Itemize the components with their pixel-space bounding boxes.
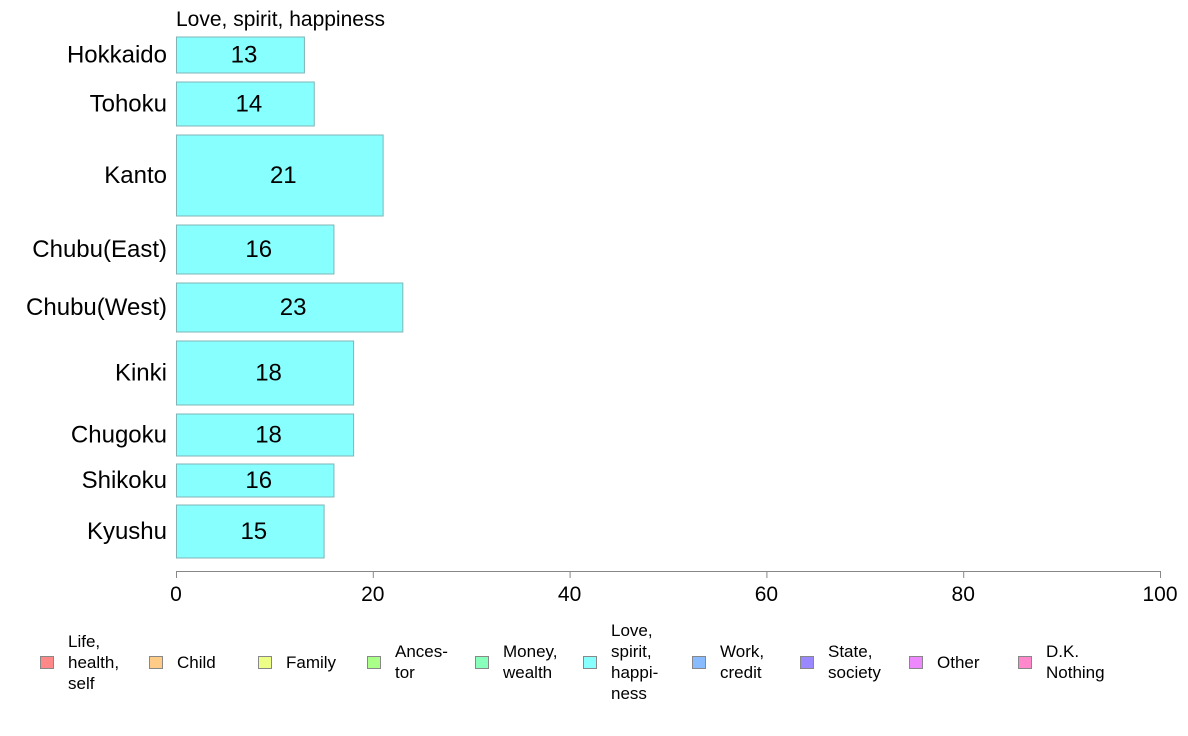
legend-label-6: Work, credit xyxy=(720,642,765,682)
legend-swatch-9 xyxy=(1018,655,1032,669)
value-label-1: 14 xyxy=(236,91,263,118)
legend-swatch-1 xyxy=(149,655,163,669)
value-label-6: 18 xyxy=(255,422,282,449)
legend-swatch-2 xyxy=(258,655,272,669)
legend-item-8: Other xyxy=(909,652,980,673)
legend-item-1: Child xyxy=(149,652,216,673)
legend-label-2: Family xyxy=(286,652,337,672)
bars-group: Hokkaido 13 Tohoku 14 Kanto 21 Chubu(East) 16 Ch… xyxy=(26,36,404,559)
legend-swatch-4 xyxy=(475,655,489,669)
legend-item-9: D.K. Nothing xyxy=(1018,641,1105,683)
category-label-0: Hokkaido xyxy=(67,42,167,69)
category-label-8: Kyushu xyxy=(87,518,167,545)
bar-0 xyxy=(176,36,305,74)
value-label-3: 16 xyxy=(245,236,272,263)
bar-chart: Love, spirit, happiness Hokkaido 13 Tohoku… xyxy=(26,8,1178,606)
category-label-4: Chubu(West) xyxy=(26,294,167,321)
bar-3 xyxy=(176,224,335,275)
legend-swatch-7 xyxy=(800,655,814,669)
legend-label-7: State, society xyxy=(828,642,881,682)
legend-item-6: Work, credit xyxy=(692,641,764,683)
legend-swatch-8 xyxy=(909,655,923,669)
value-label-2: 21 xyxy=(270,162,297,189)
x-tick-label-1: 20 xyxy=(361,583,384,606)
legend-label-3: Ances- tor xyxy=(395,642,448,682)
category-label-3: Chubu(East) xyxy=(32,236,167,263)
category-label-5: Kinki xyxy=(115,360,167,387)
bar-8 xyxy=(176,504,325,559)
legend-label-9: D.K. Nothing xyxy=(1046,642,1105,682)
category-label-1: Tohoku xyxy=(90,91,167,118)
x-tick-label-3: 60 xyxy=(755,583,778,606)
value-label-7: 16 xyxy=(245,467,272,494)
chart-title: Love, spirit, happiness xyxy=(176,8,385,31)
legend-item-2: Family xyxy=(258,652,336,673)
bar-4 xyxy=(176,282,404,333)
x-tick-label-0: 0 xyxy=(170,583,182,606)
x-axis: 0 20 40 60 80 100 xyxy=(170,571,1178,606)
bar-5 xyxy=(176,340,355,406)
x-tick-label-2: 40 xyxy=(558,583,581,606)
category-label-6: Chugoku xyxy=(71,422,167,449)
legend-swatch-0 xyxy=(40,655,54,669)
legend-swatch-5 xyxy=(583,655,597,669)
legend: Life, health, self Child Family Ances- tor M… xyxy=(0,616,1188,726)
bar-2 xyxy=(176,134,384,217)
legend-label-1: Child xyxy=(177,652,216,672)
bar-7 xyxy=(176,463,335,498)
x-tick-label-5: 100 xyxy=(1142,583,1177,606)
legend-item-4: Money, wealth xyxy=(475,641,558,683)
value-label-4: 23 xyxy=(280,294,307,321)
legend-swatch-3 xyxy=(367,655,381,669)
legend-item-7: State, society xyxy=(800,641,881,683)
category-label-7: Shikoku xyxy=(82,467,167,494)
legend-label-0: Life, health, self xyxy=(68,631,120,693)
bar-1 xyxy=(176,81,315,127)
value-label-0: 13 xyxy=(231,42,258,69)
value-label-8: 15 xyxy=(240,518,267,545)
legend-item-5: Love, spirit, happi- ness xyxy=(583,620,658,704)
bar-6 xyxy=(176,413,355,457)
value-label-5: 18 xyxy=(255,360,282,387)
x-tick-label-4: 80 xyxy=(952,583,975,606)
legend-item-0: Life, health, self xyxy=(40,631,119,694)
legend-item-3: Ances- tor xyxy=(367,641,448,683)
legend-label-4: Money, wealth xyxy=(503,642,558,682)
legend-label-5: Love, spirit, happi- ness xyxy=(611,621,659,703)
legend-label-8: Other xyxy=(937,652,980,672)
legend-swatch-6 xyxy=(692,655,706,669)
category-label-2: Kanto xyxy=(104,162,167,189)
